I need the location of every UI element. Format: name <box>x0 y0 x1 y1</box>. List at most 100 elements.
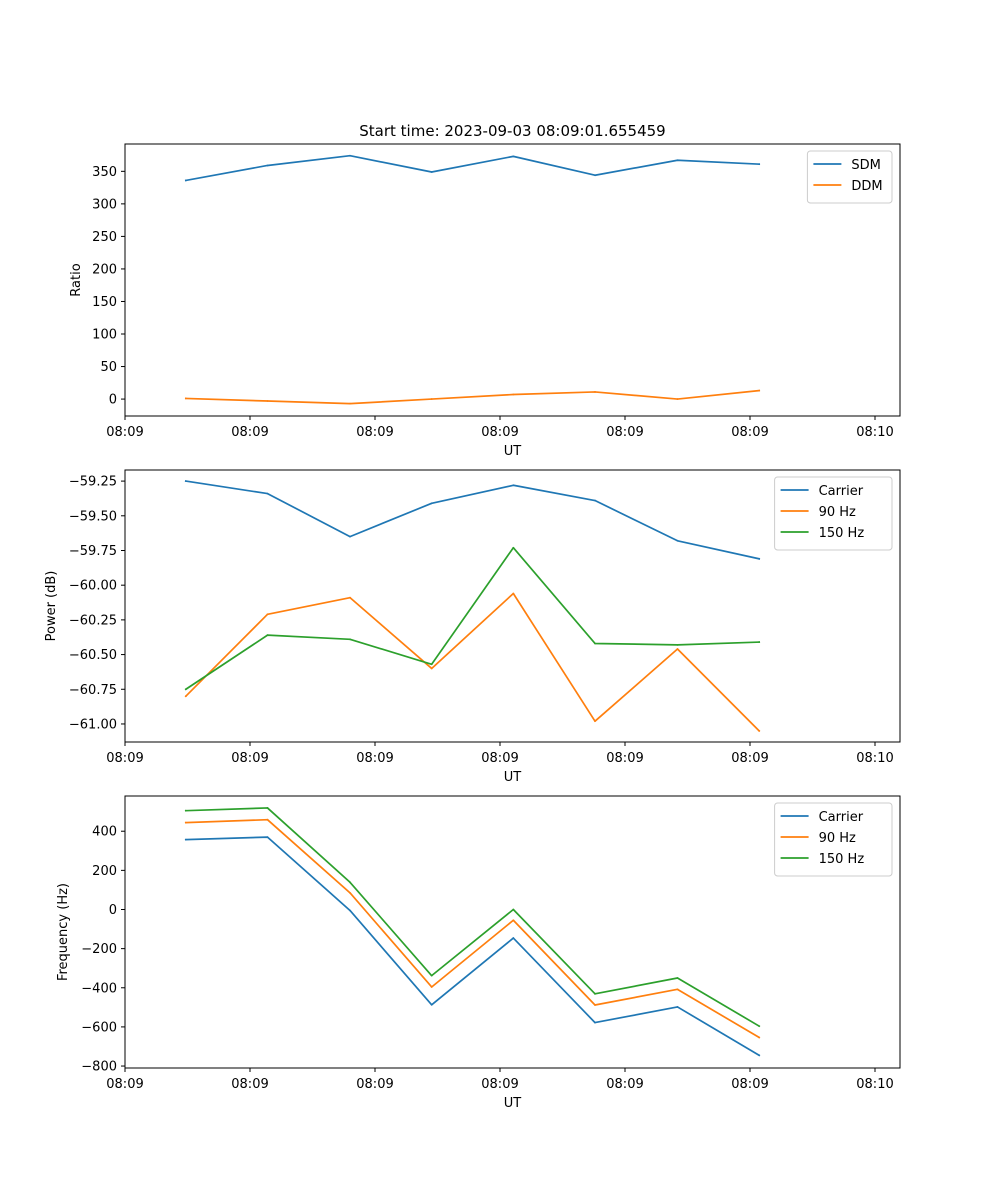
figure-title: Start time: 2023-09-03 08:09:01.655459 <box>359 122 665 140</box>
power-y-axis-label: Power (dB) <box>44 571 59 642</box>
power-x-axis-label: UT <box>504 770 522 785</box>
power-series-90-hz-point <box>266 613 269 616</box>
frequency-series-90-hz-point <box>266 818 269 821</box>
ratio-ytick-label: 50 <box>100 360 117 375</box>
frequency-series-150-hz-point <box>184 809 187 812</box>
power-xtick-label: 08:09 <box>606 751 643 766</box>
frequency-x-axis-label: UT <box>504 1096 522 1111</box>
ratio-xtick-label: 08:09 <box>356 425 393 440</box>
frequency-series-90-hz-point <box>676 988 679 991</box>
power-series-carrier-point <box>676 539 679 542</box>
frequency-ytick-label: 0 <box>109 903 117 918</box>
power-legend-label-150-hz: 150 Hz <box>819 526 865 541</box>
power-series-90-hz-point <box>349 596 351 599</box>
frequency-series-carrier-point <box>266 836 269 838</box>
power-ytick-label: −59.25 <box>69 475 117 490</box>
ratio-series-sdm-point <box>594 174 596 177</box>
power-series-150-hz-point <box>266 634 269 637</box>
ratio-xtick-label: 08:09 <box>731 425 768 440</box>
frequency-axes-frame <box>124 795 901 1069</box>
power-series-carrier-point <box>758 557 761 560</box>
power-series-150-hz-point <box>594 642 596 645</box>
frequency-series-150-hz-point <box>676 977 679 979</box>
frequency-xtick-label: 08:09 <box>106 1077 143 1092</box>
ratio-legend-label-ddm: DDM <box>851 179 882 194</box>
frequency-series-90-hz-point <box>512 919 515 922</box>
power-series-90-hz-point <box>430 667 433 670</box>
power-ytick-label: −60.00 <box>69 579 117 594</box>
power-xtick-label: 08:09 <box>356 751 393 766</box>
power-xtick-label: 08:09 <box>231 751 268 766</box>
power-xtick-label: 08:09 <box>481 751 518 766</box>
power-series-150-hz-point <box>184 688 187 691</box>
power-series-carrier-point <box>512 484 515 487</box>
ratio-series-ddm-point <box>594 391 596 393</box>
power-series-90-hz-point <box>594 720 596 723</box>
power-series-150-hz-point <box>512 546 515 549</box>
ratio-series-sdm-point <box>349 154 351 157</box>
frequency-series-90-hz-point <box>184 821 187 824</box>
ratio-ytick-label: 200 <box>92 262 117 277</box>
ratio-legend-label-sdm: SDM <box>851 158 880 173</box>
ratio-series-sdm-point <box>676 159 679 162</box>
ratio-x-axis-label: UT <box>504 444 522 459</box>
frequency-series-carrier-point <box>758 1054 761 1057</box>
frequency-series-carrier-point <box>594 1021 596 1024</box>
frequency-legend-label-carrier: Carrier <box>819 810 864 825</box>
frequency-series-carrier-point <box>349 909 351 912</box>
frequency-series-90-hz-point <box>758 1036 761 1039</box>
power-ytick-label: −60.25 <box>69 613 117 628</box>
ratio-xtick-label: 08:09 <box>231 425 268 440</box>
frequency-series-90-hz-line <box>184 818 761 1039</box>
power-ytick-label: −60.75 <box>69 683 117 698</box>
frequency-series-150-hz-point <box>758 1025 761 1028</box>
power-series-carrier-point <box>184 480 187 483</box>
ratio-xtick-label: 08:10 <box>856 425 893 440</box>
power-series-150-hz-line <box>184 546 761 691</box>
ratio-xtick-label: 08:09 <box>481 425 518 440</box>
power-legend: Carrier 90 Hz 150 Hz <box>774 476 893 551</box>
frequency-y-axis-label: Frequency (Hz) <box>56 883 71 981</box>
ratio-xtick-label: 08:09 <box>106 425 143 440</box>
power-xtick-label: 08:09 <box>731 751 768 766</box>
power-ytick-label: −59.75 <box>69 544 117 559</box>
frequency-series-carrier-point <box>512 937 515 939</box>
ratio-series-sdm-point <box>266 164 269 167</box>
power-series-90-hz-point <box>512 592 515 595</box>
power-panel: 08:09 08:09 08:09 08:09 08:09 08:09 08:10 −61.0… <box>44 469 901 785</box>
power-series-150-hz-point <box>349 638 351 641</box>
ratio-series-ddm-point <box>676 398 679 400</box>
frequency-series-90-hz-point <box>430 986 433 988</box>
frequency-ytick-label: −600 <box>81 1020 117 1035</box>
power-xtick-label: 08:09 <box>106 751 143 766</box>
ratio-series-sdm-line <box>184 154 761 182</box>
power-legend-label-90-hz: 90 Hz <box>819 505 856 520</box>
ratio-series-ddm-point <box>266 400 269 402</box>
ratio-series-ddm-point <box>512 393 515 396</box>
frequency-xtick-label: 08:09 <box>231 1077 268 1092</box>
ratio-y-axis-label: Ratio <box>69 263 84 296</box>
ratio-xtick-label: 08:09 <box>606 425 643 440</box>
power-series-90-hz-point <box>758 729 761 732</box>
power-ytick-label: −61.00 <box>69 717 117 732</box>
frequency-ytick-label: −800 <box>81 1060 117 1075</box>
frequency-ytick-label: −200 <box>81 942 117 957</box>
power-series-150-hz-point <box>676 643 679 646</box>
power-xtick-label: 08:10 <box>856 751 893 766</box>
ratio-series-ddm-point <box>430 398 433 400</box>
power-legend-label-carrier: Carrier <box>819 484 864 499</box>
frequency-series-carrier-line <box>184 836 761 1057</box>
ratio-series-sdm-point <box>758 163 761 166</box>
frequency-series-90-hz-point <box>349 891 351 894</box>
ratio-ytick-label: 300 <box>92 197 117 212</box>
frequency-xtick-label: 08:10 <box>856 1077 893 1092</box>
power-series-150-hz-point <box>758 641 761 643</box>
ratio-ytick-label: 150 <box>92 295 117 310</box>
ratio-series-ddm-point <box>758 389 761 392</box>
ratio-series-sdm-point <box>512 155 515 158</box>
ratio-series-sdm-point <box>184 179 187 182</box>
ratio-ytick-label: 350 <box>92 165 117 180</box>
power-series-150-hz-point <box>430 663 433 666</box>
frequency-series-150-hz-point <box>594 992 596 995</box>
frequency-xtick-label: 08:09 <box>606 1077 643 1092</box>
